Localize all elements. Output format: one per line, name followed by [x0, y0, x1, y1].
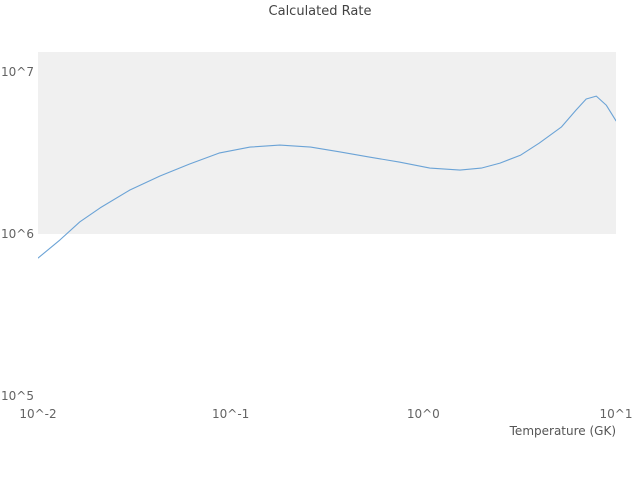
x-tick-label: 10^-1 [212, 407, 250, 421]
rate-line [38, 95, 616, 259]
shaded-decade-band [38, 52, 616, 234]
plot-area [38, 52, 616, 403]
x-tick-label: 10^0 [406, 407, 440, 421]
chart-title: Calculated Rate [268, 4, 372, 19]
y-tick-label: 10^7 [1, 65, 34, 79]
y-tick-label: 10^6 [1, 227, 34, 241]
x-tick-label: 10^-2 [19, 407, 57, 421]
y-tick-label: 10^5 [1, 389, 34, 403]
rate-line-path [38, 95, 616, 259]
x-tick-label: 10^1 [599, 407, 633, 421]
x-axis-title: Temperature (GK) [509, 424, 616, 438]
